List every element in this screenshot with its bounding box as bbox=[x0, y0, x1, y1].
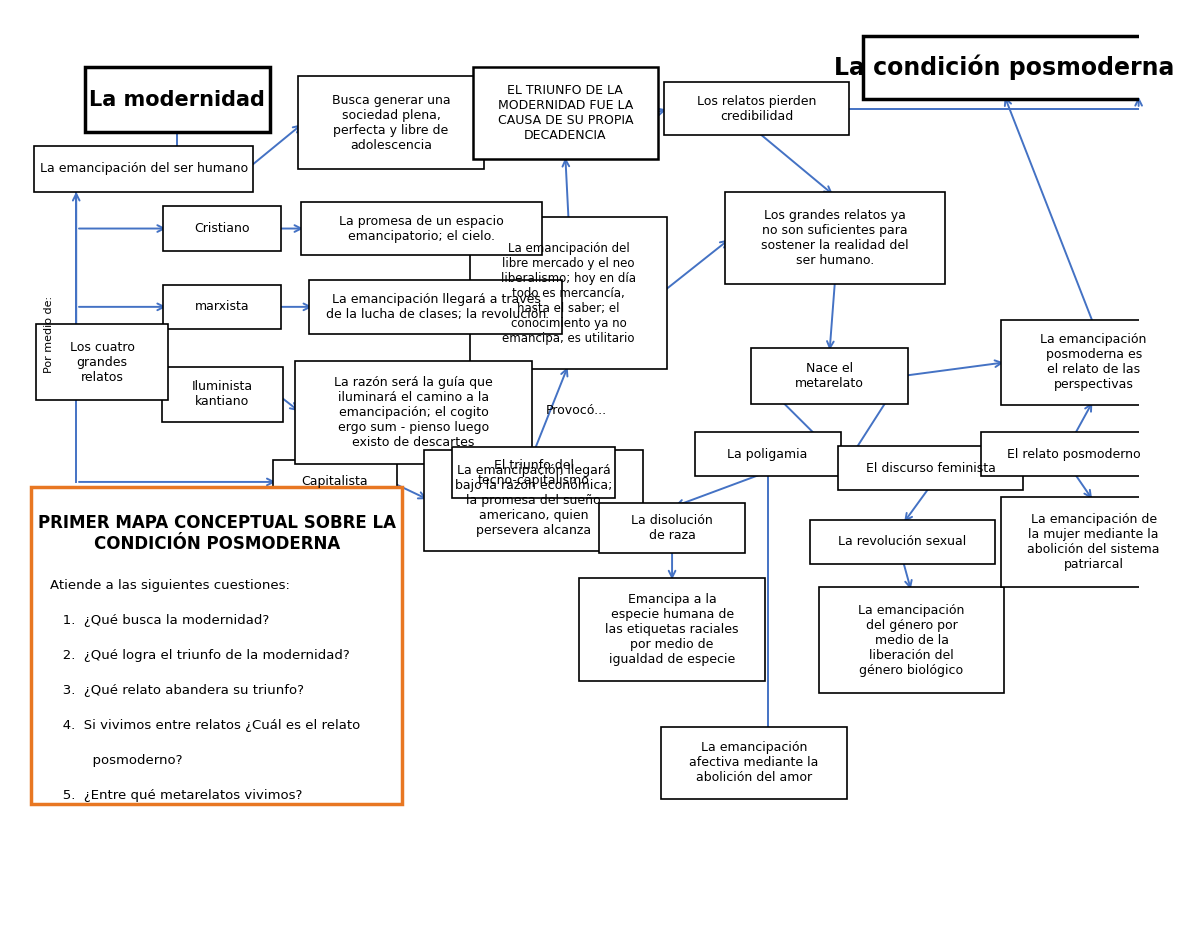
FancyBboxPatch shape bbox=[295, 362, 532, 464]
FancyBboxPatch shape bbox=[162, 367, 283, 422]
FancyBboxPatch shape bbox=[163, 207, 281, 250]
Text: 2.  ¿Qué logra el triunfo de la modernidad?: 2. ¿Qué logra el triunfo de la modernida… bbox=[50, 649, 350, 662]
Text: La disolución
de raza: La disolución de raza bbox=[631, 514, 713, 542]
FancyBboxPatch shape bbox=[1001, 497, 1187, 587]
Text: La revolución sexual: La revolución sexual bbox=[839, 535, 967, 549]
Text: Por medio de:: Por medio de: bbox=[44, 296, 54, 373]
Text: Los relatos pierden
credibilidad: Los relatos pierden credibilidad bbox=[697, 95, 816, 122]
FancyBboxPatch shape bbox=[838, 446, 1024, 490]
Text: PRIMER MAPA CONCEPTUAL SOBRE LA
CONDICIÓN POSMODERNA: PRIMER MAPA CONCEPTUAL SOBRE LA CONDICIÓ… bbox=[37, 514, 396, 553]
FancyBboxPatch shape bbox=[818, 588, 1004, 693]
FancyBboxPatch shape bbox=[810, 520, 995, 564]
Text: La condición posmoderna: La condición posmoderna bbox=[834, 55, 1174, 80]
Text: La emancipación de
la mujer mediante la
abolición del sistema
patriarcal: La emancipación de la mujer mediante la … bbox=[1027, 513, 1160, 571]
Text: El triunfo del
tecno-capitalismo: El triunfo del tecno-capitalismo bbox=[478, 459, 589, 487]
FancyBboxPatch shape bbox=[85, 68, 270, 132]
Text: Provocó...: Provocó... bbox=[546, 403, 607, 416]
Text: Cristiano: Cristiano bbox=[194, 222, 250, 235]
Text: Busca generar una
sociedad plena,
perfecta y libre de
adolescencia: Busca generar una sociedad plena, perfec… bbox=[331, 94, 450, 152]
FancyBboxPatch shape bbox=[310, 280, 563, 334]
Text: Atiende a las siguientes cuestiones:: Atiende a las siguientes cuestiones: bbox=[50, 578, 290, 591]
FancyBboxPatch shape bbox=[599, 502, 745, 553]
Text: La modernidad: La modernidad bbox=[90, 90, 265, 109]
Text: Los cuatro
grandes
relatos: Los cuatro grandes relatos bbox=[70, 340, 134, 384]
FancyBboxPatch shape bbox=[36, 324, 168, 400]
Text: 4.  Si vivimos entre relatos ¿Cuál es el relato: 4. Si vivimos entre relatos ¿Cuál es el … bbox=[50, 718, 361, 731]
FancyBboxPatch shape bbox=[661, 727, 847, 799]
Text: 3.  ¿Qué relato abandera su triunfo?: 3. ¿Qué relato abandera su triunfo? bbox=[50, 684, 305, 697]
FancyBboxPatch shape bbox=[863, 36, 1145, 98]
Text: La emancipación
del género por
medio de la
liberación del
género biológico: La emancipación del género por medio de … bbox=[858, 603, 965, 677]
Text: Los grandes relatos ya
no son suficientes para
sostener la realidad del
ser huma: Los grandes relatos ya no son suficiente… bbox=[761, 209, 908, 267]
FancyBboxPatch shape bbox=[470, 217, 667, 369]
FancyBboxPatch shape bbox=[751, 349, 908, 403]
Text: El discurso feminista: El discurso feminista bbox=[865, 462, 996, 475]
Text: La emancipación llegará
bajo la razón económica;
la promesa del sueño
americano,: La emancipación llegará bajo la razón ec… bbox=[455, 464, 612, 537]
FancyBboxPatch shape bbox=[580, 578, 764, 681]
FancyBboxPatch shape bbox=[695, 432, 841, 476]
Text: marxista: marxista bbox=[196, 300, 250, 313]
FancyBboxPatch shape bbox=[299, 77, 484, 169]
Text: Nace el
metarelato: Nace el metarelato bbox=[796, 362, 864, 390]
Text: La promesa de un espacio
emancipatorio; el cielo.: La promesa de un espacio emancipatorio; … bbox=[338, 214, 504, 243]
FancyBboxPatch shape bbox=[473, 68, 658, 159]
Text: EL TRIUNFO DE LA
MODERNIDAD FUE LA
CAUSA DE SU PROPIA
DECADENCIA: EL TRIUNFO DE LA MODERNIDAD FUE LA CAUSA… bbox=[498, 84, 634, 143]
Text: El relato posmoderno: El relato posmoderno bbox=[1007, 448, 1140, 461]
Text: 5.  ¿Entre qué metarelatos vivimos?: 5. ¿Entre qué metarelatos vivimos? bbox=[50, 789, 302, 802]
FancyBboxPatch shape bbox=[163, 285, 281, 329]
Text: La razón será la guía que
iluminará el camino a la
emancipación; el cogito
ergo : La razón será la guía que iluminará el c… bbox=[334, 376, 493, 450]
Text: 1.  ¿Qué busca la modernidad?: 1. ¿Qué busca la modernidad? bbox=[50, 614, 270, 627]
FancyBboxPatch shape bbox=[452, 448, 616, 498]
FancyBboxPatch shape bbox=[664, 82, 850, 135]
Text: La poligamia: La poligamia bbox=[727, 448, 808, 461]
FancyBboxPatch shape bbox=[424, 450, 643, 551]
FancyBboxPatch shape bbox=[31, 487, 402, 805]
Text: La emancipación
afectiva mediante la
abolición del amor: La emancipación afectiva mediante la abo… bbox=[690, 742, 818, 784]
Text: Capitalista: Capitalista bbox=[301, 476, 368, 489]
Text: Emancipa a la
especie humana de
las etiquetas raciales
por medio de
igualdad de : Emancipa a la especie humana de las etiq… bbox=[605, 593, 739, 666]
Text: posmoderno?: posmoderno? bbox=[50, 754, 182, 767]
Text: La emancipación del
libre mercado y el neo
liberalismo; hoy en día
todo es merca: La emancipación del libre mercado y el n… bbox=[502, 242, 636, 345]
Text: Iluminista
kantiano: Iluminista kantiano bbox=[192, 380, 253, 409]
FancyBboxPatch shape bbox=[1001, 320, 1187, 404]
Text: La emancipación
posmoderna es
el relato de las
perspectivas: La emancipación posmoderna es el relato … bbox=[1040, 333, 1147, 391]
Text: La emancipación del ser humano: La emancipación del ser humano bbox=[40, 162, 247, 175]
Text: La emancipación llegará a través
de la lucha de clases; la revolución: La emancipación llegará a través de la l… bbox=[326, 293, 546, 321]
FancyBboxPatch shape bbox=[300, 202, 542, 255]
FancyBboxPatch shape bbox=[272, 460, 397, 504]
FancyBboxPatch shape bbox=[34, 146, 253, 192]
FancyBboxPatch shape bbox=[980, 432, 1166, 476]
FancyBboxPatch shape bbox=[726, 192, 944, 284]
